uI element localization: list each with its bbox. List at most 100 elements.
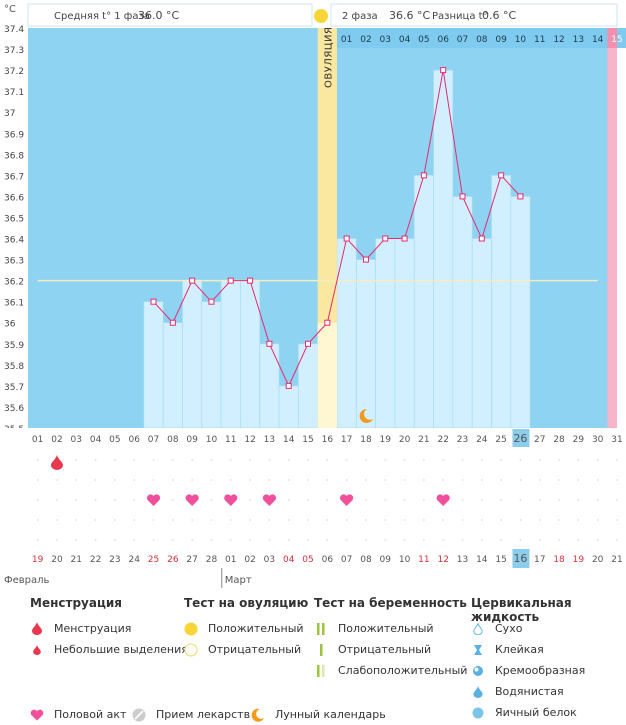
difference-value: 0.6 °C [482, 9, 516, 22]
phase2-day-label: 05 [418, 35, 429, 45]
grid-dot [307, 539, 309, 541]
temperature-point [208, 298, 215, 305]
temperature-point [189, 277, 196, 284]
ovulation-negative-icon [184, 643, 198, 657]
heart-icon [146, 494, 161, 506]
calendar-date-label: 13 [457, 555, 468, 565]
grid-dot [461, 539, 464, 541]
temperature-bar [201, 301, 222, 429]
legend-menstruation-item: Небольшие выделения [30, 639, 188, 660]
x-tick-label: 01 [32, 435, 43, 445]
calendar-date-label: 21 [611, 555, 622, 565]
grid-dot [114, 539, 116, 541]
legend-label: Яичный белок [495, 706, 577, 719]
phase2-day-label: 14 [592, 35, 604, 45]
x-tick-label: 24 [476, 435, 488, 445]
grid-dot [500, 459, 503, 461]
moon-icon [359, 408, 373, 423]
grid-dot [229, 479, 232, 481]
legend-label: Положительный [338, 622, 434, 635]
y-tick-label: 36.3 [4, 257, 24, 267]
phase2-average-value: 36.6 °C [389, 9, 430, 22]
grid-dot [519, 499, 522, 501]
grid-dot [422, 539, 425, 541]
grid-dot [365, 459, 367, 461]
grid-dot [384, 479, 387, 481]
grid-dot [326, 459, 329, 461]
grid-dot [75, 499, 78, 501]
legend-cervical-item: Сухо [471, 618, 626, 639]
calendar-date-label: 28 [206, 555, 218, 565]
legend-ovulation-test: Тест на овуляцию Положительный Отрицател… [184, 596, 308, 660]
grid-dot [403, 519, 406, 521]
grid-dot [577, 519, 580, 521]
legend-bottom-item: Прием лекарств [132, 704, 250, 725]
grid-dot [403, 499, 406, 501]
legend-label: Лунный календарь [275, 708, 386, 721]
creamy-icon [471, 664, 485, 678]
grid-dot [56, 479, 58, 481]
grid-dot [403, 459, 406, 461]
grid-dot [133, 459, 136, 461]
temperature-point [343, 235, 350, 242]
grid-dot [152, 519, 155, 521]
x-tick-label: 23 [457, 435, 468, 445]
y-tick-label: 37.2 [4, 67, 24, 77]
phase2-day-label: 11 [534, 35, 545, 45]
axes: 35.535.635.735.835.93636.136.236.336.436… [0, 25, 626, 448]
grid-dot [307, 519, 309, 521]
legend-label: Слабоположительный [338, 664, 468, 677]
grid-dot [75, 539, 78, 541]
grid-dot [442, 479, 445, 481]
calendar-date-label: 26 [167, 555, 179, 565]
y-tick-label: 36 [4, 320, 16, 330]
heart-icon [340, 494, 354, 506]
calendar-date-label: 19 [32, 555, 44, 565]
x-tick-label: 14 [283, 435, 295, 445]
ovulation-bar [317, 322, 337, 428]
grid-dot [287, 539, 290, 541]
phase2-day-label: 09 [495, 35, 507, 45]
grid-dot [365, 519, 367, 521]
calendar-date-label: 16 [513, 552, 527, 565]
grid-dot [94, 479, 97, 481]
calendar-date-label: 20 [592, 555, 604, 565]
grid-dot [210, 459, 213, 461]
temperature-bar [452, 196, 473, 429]
day-symbols: 19 20 21 22 23 24 25 26 27 28 01 02 03 04 05 06 07 08 09 10… [0, 448, 626, 588]
grid-dot [577, 539, 580, 541]
phase2-day-cell [607, 28, 617, 48]
x-tick-label: 04 [90, 435, 102, 445]
grid-dot [326, 499, 329, 501]
faint-line-icon [314, 664, 328, 678]
grid-dot [384, 459, 387, 461]
month-label: Март [225, 575, 252, 586]
grid-dot [596, 539, 599, 541]
temperature-point [169, 319, 176, 326]
grid-dot [616, 519, 618, 521]
y-tick-label: 37.4 [4, 25, 24, 35]
heart-icon [30, 708, 44, 722]
grid-dot [442, 459, 445, 461]
legend-pregnancy-item: Положительный [314, 618, 467, 639]
y-tick-label: 36.8 [4, 151, 24, 161]
grid-dot [461, 499, 464, 501]
legend-label: Половой акт [54, 708, 127, 721]
grid-dot [345, 459, 348, 461]
grid-dot [558, 539, 560, 541]
calendar-date-label: 12 [437, 555, 448, 565]
temperature-point [382, 235, 389, 242]
month-label: Февраль [4, 575, 50, 586]
grid-dot [461, 479, 464, 481]
grid-dot [307, 499, 309, 501]
temperature-point [285, 382, 292, 389]
bbt-chart: °C Средняя t° 1 фаза 36.0 °C 2 фаза 36.6… [0, 3, 626, 588]
grid-dot [191, 519, 194, 521]
phase2-average-label: 2 фаза [342, 11, 378, 22]
temperature-bar [413, 175, 434, 429]
x-tick-label: 15 [302, 435, 313, 445]
grid-dot [538, 459, 541, 461]
grid-dot [500, 479, 503, 481]
grid-dot [56, 539, 58, 541]
temperature-point [420, 172, 427, 179]
